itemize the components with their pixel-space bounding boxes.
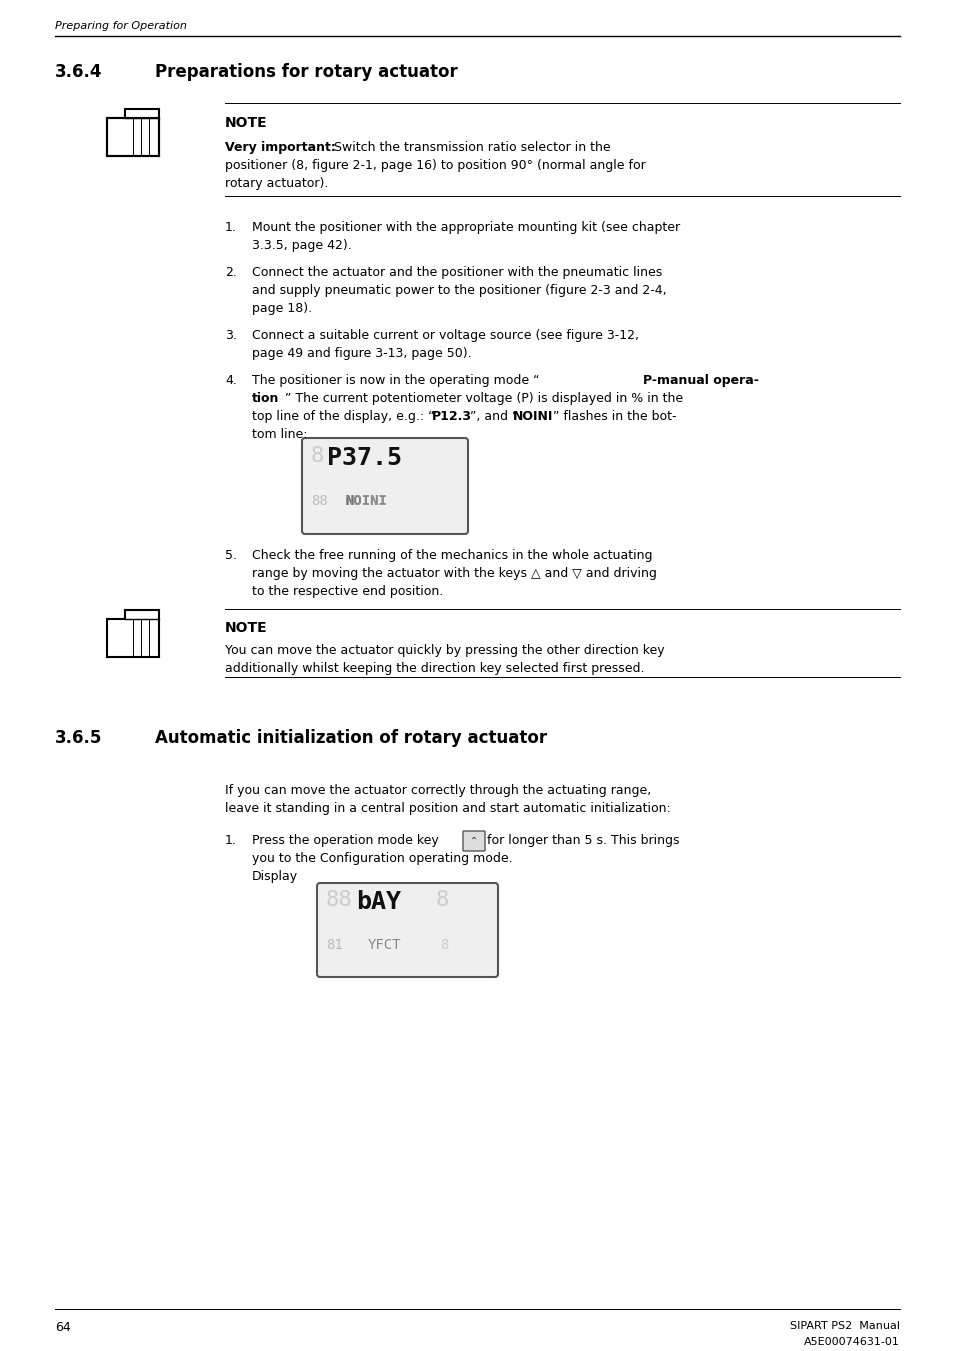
FancyBboxPatch shape <box>462 831 484 851</box>
Text: positioner (8, figure 2-1, page 16) to position 90° (normal angle for: positioner (8, figure 2-1, page 16) to p… <box>225 159 645 172</box>
Text: NOTE: NOTE <box>225 621 268 635</box>
FancyBboxPatch shape <box>107 118 159 155</box>
Text: bAY: bAY <box>355 890 400 915</box>
Text: tion: tion <box>252 392 279 405</box>
Text: additionally whilst keeping the direction key selected first pressed.: additionally whilst keeping the directio… <box>225 662 644 676</box>
Text: The positioner is now in the operating mode “: The positioner is now in the operating m… <box>252 374 539 386</box>
Text: Mount the positioner with the appropriate mounting kit (see chapter: Mount the positioner with the appropriat… <box>252 222 679 234</box>
Text: tom line:: tom line: <box>252 428 307 440</box>
Text: 1.: 1. <box>225 222 236 234</box>
Text: range by moving the actuator with the keys △ and ▽ and driving: range by moving the actuator with the ke… <box>252 567 657 580</box>
Text: ” The current potentiometer voltage (P) is displayed in % in the: ” The current potentiometer voltage (P) … <box>285 392 682 405</box>
Text: NOTE: NOTE <box>225 116 268 130</box>
Text: NOINI: NOINI <box>345 494 387 508</box>
Text: Connect a suitable current or voltage source (see figure 3-12,: Connect a suitable current or voltage so… <box>252 330 639 342</box>
FancyBboxPatch shape <box>316 884 497 977</box>
Text: Automatic initialization of rotary actuator: Automatic initialization of rotary actua… <box>154 730 547 747</box>
Text: Preparations for rotary actuator: Preparations for rotary actuator <box>154 63 457 81</box>
Text: 2.: 2. <box>225 266 236 280</box>
Text: for longer than 5 s. This brings: for longer than 5 s. This brings <box>486 834 679 847</box>
Text: NOINI: NOINI <box>513 409 553 423</box>
Text: Press the operation mode key: Press the operation mode key <box>252 834 438 847</box>
Text: 8: 8 <box>311 446 324 466</box>
Text: 3.6.4: 3.6.4 <box>55 63 102 81</box>
Text: SIPART PS2  Manual: SIPART PS2 Manual <box>789 1321 899 1331</box>
Text: Display: Display <box>252 870 297 884</box>
Text: P-manual opera-: P-manual opera- <box>642 374 758 386</box>
Text: If you can move the actuator correctly through the actuating range,: If you can move the actuator correctly t… <box>225 784 651 797</box>
Text: P12.3: P12.3 <box>432 409 472 423</box>
Text: 3.3.5, page 42).: 3.3.5, page 42). <box>252 239 352 253</box>
Text: 64: 64 <box>55 1321 71 1333</box>
Text: A5E00074631-01: A5E00074631-01 <box>803 1337 899 1347</box>
Text: 81: 81 <box>326 938 342 952</box>
FancyBboxPatch shape <box>302 438 468 534</box>
Text: NOINI: NOINI <box>345 494 387 508</box>
Text: 5.: 5. <box>225 549 236 562</box>
Text: page 49 and figure 3-13, page 50).: page 49 and figure 3-13, page 50). <box>252 347 471 359</box>
Text: Connect the actuator and the positioner with the pneumatic lines: Connect the actuator and the positioner … <box>252 266 661 280</box>
Text: Check the free running of the mechanics in the whole actuating: Check the free running of the mechanics … <box>252 549 652 562</box>
Text: YFCT: YFCT <box>368 938 401 952</box>
Text: and supply pneumatic power to the positioner (figure 2-3 and 2-4,: and supply pneumatic power to the positi… <box>252 284 666 297</box>
Text: ⌃: ⌃ <box>470 836 477 846</box>
Text: You can move the actuator quickly by pressing the other direction key: You can move the actuator quickly by pre… <box>225 644 664 657</box>
Text: rotary actuator).: rotary actuator). <box>225 177 328 190</box>
Text: 1.: 1. <box>225 834 236 847</box>
Text: Switch the transmission ratio selector in the: Switch the transmission ratio selector i… <box>330 141 610 154</box>
Text: top line of the display, e.g.: “: top line of the display, e.g.: “ <box>252 409 434 423</box>
Text: 4.: 4. <box>225 374 236 386</box>
Text: Very important:: Very important: <box>225 141 335 154</box>
Text: 88: 88 <box>311 494 328 508</box>
Text: leave it standing in a central position and start automatic initialization:: leave it standing in a central position … <box>225 802 670 815</box>
Text: 88: 88 <box>326 890 353 911</box>
Text: Preparing for Operation: Preparing for Operation <box>55 22 187 31</box>
Text: 8: 8 <box>436 890 449 911</box>
Text: you to the Configuration operating mode.: you to the Configuration operating mode. <box>252 852 512 865</box>
Text: 3.: 3. <box>225 330 236 342</box>
Text: to the respective end position.: to the respective end position. <box>252 585 443 598</box>
Text: ”, and “: ”, and “ <box>470 409 517 423</box>
Text: ” flashes in the bot-: ” flashes in the bot- <box>553 409 676 423</box>
Text: P37.5: P37.5 <box>327 446 401 470</box>
Text: 3.6.5: 3.6.5 <box>55 730 102 747</box>
Text: 8: 8 <box>439 938 448 952</box>
Text: page 18).: page 18). <box>252 303 312 315</box>
